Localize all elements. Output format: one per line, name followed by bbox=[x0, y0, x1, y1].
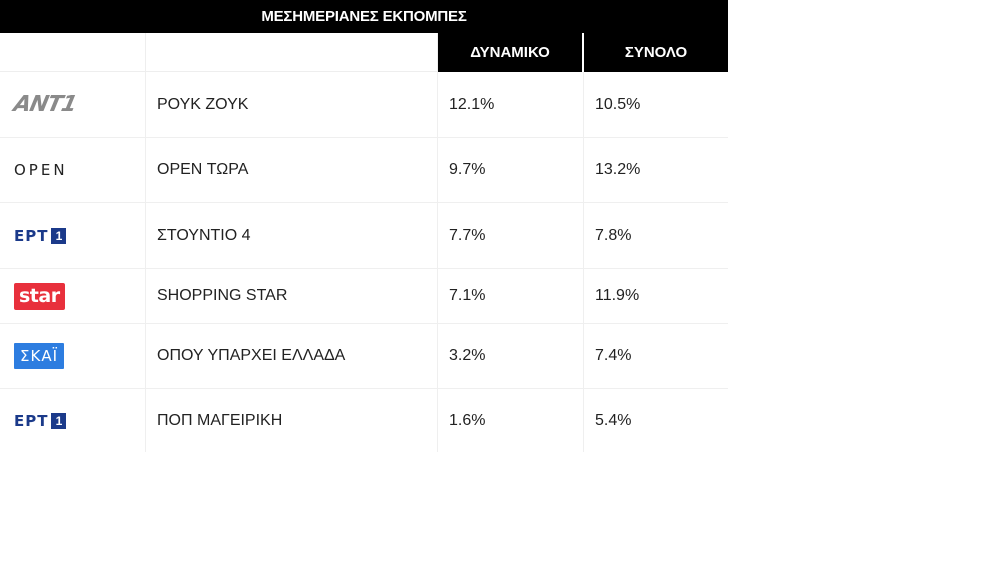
star-logo: star bbox=[14, 282, 65, 310]
dynamiko-value: 3.2% bbox=[438, 324, 584, 389]
show-name: ΟΠΟΥ ΥΠΑΡΧΕΙ ΕΛΛΑΔΑ bbox=[146, 324, 438, 389]
dynamiko-value: 9.7% bbox=[438, 138, 584, 203]
open-logo: OPEN bbox=[14, 161, 68, 179]
dynamiko-value: 7.1% bbox=[438, 269, 584, 324]
table-header-row: ΔΥΝΑΜΙΚΟ ΣΥΝΟΛΟ bbox=[0, 33, 728, 72]
skai-logo: ΣΚΑΪ bbox=[14, 343, 64, 369]
dynamiko-value: 12.1% bbox=[438, 72, 584, 138]
show-name: ΣΤΟΥΝΤΙΟ 4 bbox=[146, 203, 438, 269]
channel-logo-cell: ΣΚΑΪ bbox=[0, 324, 146, 389]
table-row: ΕΡΤ 1 ΣΤΟΥΝΤΙΟ 4 7.7% 7.8% bbox=[0, 203, 728, 269]
show-name: ΠΟΠ ΜΑΓΕΙΡΙΚΗ bbox=[146, 389, 438, 452]
ert1-logo: ΕΡΤ 1 bbox=[14, 226, 67, 245]
ratings-table: ΜΕΣΗΜΕΡΙΑΝΕΣ ΕΚΠΟΜΠΕΣ ΔΥΝΑΜΙΚΟ ΣΥΝΟΛΟ AN… bbox=[0, 0, 728, 452]
synolo-value: 7.8% bbox=[584, 203, 728, 269]
ant1-logo: ANT1 bbox=[11, 92, 79, 117]
header-show bbox=[146, 33, 438, 72]
ert-logo-text: ΕΡΤ bbox=[14, 411, 49, 430]
ert-logo-text: ΕΡΤ bbox=[14, 226, 49, 245]
synolo-value: 13.2% bbox=[584, 138, 728, 203]
channel-logo-cell: ANT1 bbox=[0, 72, 146, 138]
table-row: ANT1 ΡΟΥΚ ΖΟΥΚ 12.1% 10.5% bbox=[0, 72, 728, 138]
header-synolo: ΣΥΝΟΛΟ bbox=[584, 33, 728, 72]
table-row: OPEN OPEN ΤΩΡΑ 9.7% 13.2% bbox=[0, 138, 728, 203]
channel-logo-cell: star bbox=[0, 269, 146, 324]
channel-logo-cell: ΕΡΤ 1 bbox=[0, 389, 146, 452]
synolo-value: 10.5% bbox=[584, 72, 728, 138]
channel-logo-cell: OPEN bbox=[0, 138, 146, 203]
header-channel bbox=[0, 33, 146, 72]
synolo-value: 5.4% bbox=[595, 411, 632, 429]
ert1-logo: ΕΡΤ 1 bbox=[14, 411, 67, 430]
synolo-value: 7.4% bbox=[584, 324, 728, 389]
show-name: ΡΟΥΚ ΖΟΥΚ bbox=[146, 72, 438, 138]
dynamiko-value: 7.7% bbox=[438, 203, 584, 269]
ert-logo-number: 1 bbox=[51, 412, 67, 429]
ert-logo-number: 1 bbox=[51, 227, 67, 244]
table-title: ΜΕΣΗΜΕΡΙΑΝΕΣ ΕΚΠΟΜΠΕΣ bbox=[0, 0, 728, 33]
table-row: ΣΚΑΪ ΟΠΟΥ ΥΠΑΡΧΕΙ ΕΛΛΑΔΑ 3.2% 7.4% bbox=[0, 324, 728, 389]
header-dynamiko: ΔΥΝΑΜΙΚΟ bbox=[438, 33, 584, 72]
show-name: SHOPPING STAR bbox=[146, 269, 438, 324]
table-row: star SHOPPING STAR 7.1% 11.9% bbox=[0, 269, 728, 324]
dynamiko-value: 1.6% bbox=[438, 389, 584, 452]
synolo-value: 11.9% bbox=[584, 269, 728, 324]
table-row: ΕΡΤ 1 ΠΟΠ ΜΑΓΕΙΡΙΚΗ 1.6% 5.4% bbox=[0, 389, 728, 452]
show-name: OPEN ΤΩΡΑ bbox=[146, 138, 438, 203]
channel-logo-cell: ΕΡΤ 1 bbox=[0, 203, 146, 269]
